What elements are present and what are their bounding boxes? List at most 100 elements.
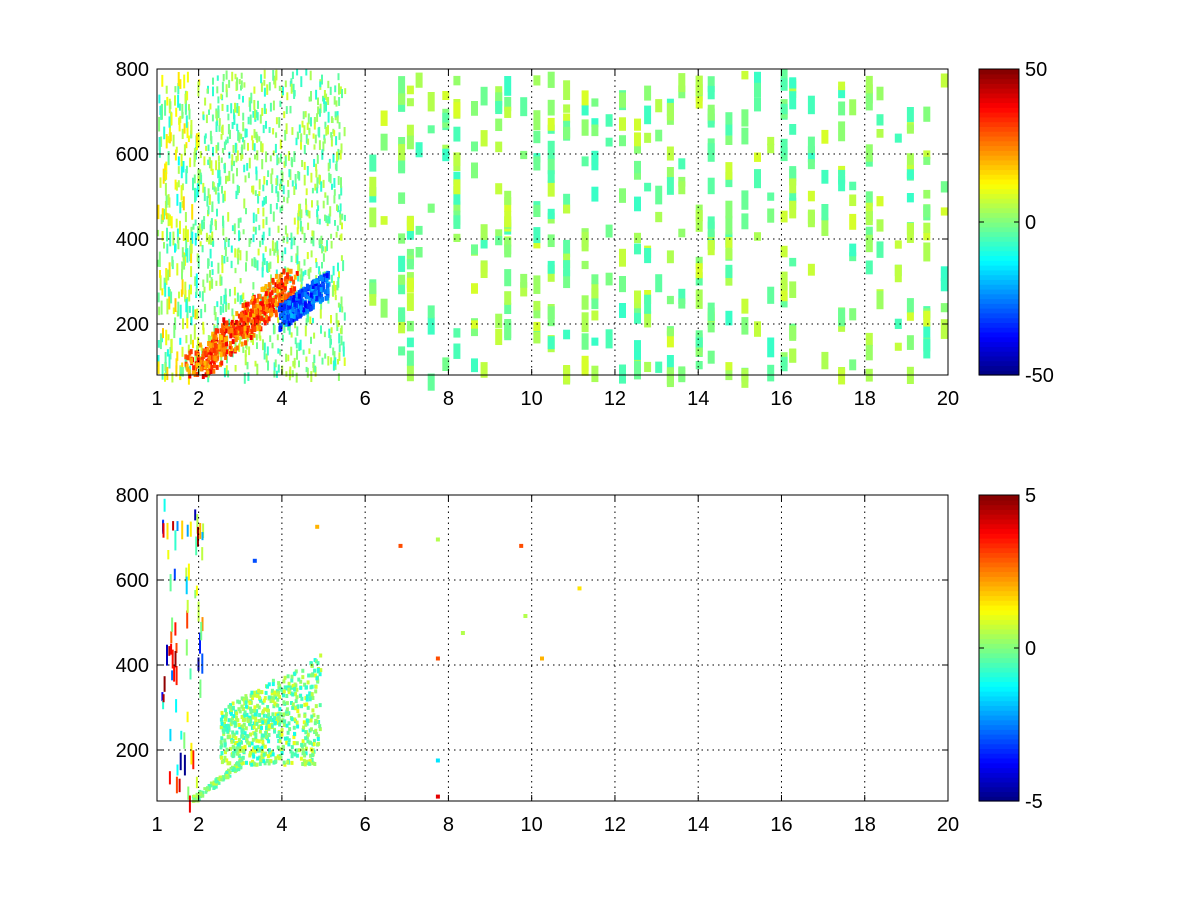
heatmap-cell [236, 167, 238, 177]
x-tick-label: 2 [193, 388, 204, 410]
heatmap-cell [300, 133, 303, 143]
heatmap-cell [398, 93, 406, 105]
heatmap-cell [170, 338, 173, 354]
x-tick-label: 18 [854, 388, 876, 410]
heatmap-cell [283, 304, 286, 310]
heatmap-cell [185, 298, 188, 313]
heatmap-cell [581, 105, 589, 116]
heatmap-cell [666, 146, 674, 161]
heatmap-cell [166, 298, 169, 315]
heatmap-cell [591, 150, 599, 171]
heatmap-cell [164, 182, 167, 196]
heatmap-cell [239, 295, 242, 305]
heatmap-cell [222, 215, 224, 227]
heatmap-cell [262, 759, 266, 764]
heatmap-cell [281, 250, 284, 261]
heatmap-cell [318, 238, 321, 245]
heatmap-cell [187, 563, 190, 581]
heatmap-cell [173, 665, 176, 682]
x-tick-label: 14 [687, 388, 709, 410]
heatmap-cell [223, 742, 227, 747]
heatmap-cell [170, 112, 173, 126]
heatmap-cell [169, 101, 172, 110]
heatmap-cell [547, 336, 555, 350]
heatmap-cell [219, 725, 223, 730]
heatmap-cell [243, 334, 247, 339]
heatmap-cell [339, 150, 342, 160]
colorbar-segment [979, 681, 1019, 687]
heatmap-cell [171, 670, 174, 681]
heatmap-cell [307, 761, 311, 766]
heatmap-cell [247, 116, 250, 125]
heatmap-cell [310, 663, 314, 668]
heatmap-cell [309, 70, 312, 81]
heatmap-cell [204, 303, 207, 313]
heatmap-cell [204, 790, 208, 794]
heatmap-cell [159, 270, 161, 278]
colorbar-segment [979, 604, 1019, 611]
colorbar-segment [979, 767, 1019, 773]
heatmap-cell [278, 686, 282, 691]
heatmap-cell [172, 307, 175, 315]
heatmap-cell [237, 738, 241, 742]
heatmap-cell [226, 175, 229, 182]
heatmap-cell [260, 745, 264, 750]
heatmap-cell [199, 241, 202, 247]
heatmap-cell [221, 775, 225, 779]
heatmap-cell [495, 313, 503, 328]
heatmap-cell [175, 358, 178, 369]
heatmap-cell [245, 262, 247, 272]
colorbar-segment [979, 590, 1019, 597]
heatmap-cell [340, 233, 343, 241]
heatmap-cell [533, 307, 541, 319]
heatmap-cell [563, 239, 571, 258]
heatmap-cell [267, 682, 271, 687]
heatmap-cell [203, 364, 207, 369]
heatmap-cell [311, 761, 315, 766]
heatmap-cell [406, 350, 414, 366]
heatmap-cell [495, 118, 503, 132]
heatmap-cell [316, 714, 320, 719]
heatmap-cell [179, 220, 181, 234]
heatmap-cell [201, 547, 204, 561]
heatmap-cell [256, 297, 260, 303]
heatmap-cell [252, 754, 256, 759]
heatmap-cell [297, 293, 301, 299]
heatmap-cell [520, 97, 528, 117]
heatmap-cell [398, 543, 403, 548]
colorbar-segment [979, 691, 1019, 697]
heatmap-cell [226, 776, 230, 780]
heatmap-cell [321, 357, 324, 365]
heatmap-cell [563, 80, 571, 100]
heatmap-cell [695, 361, 703, 370]
heatmap-cell [265, 758, 269, 763]
heatmap-cell [906, 124, 914, 134]
heatmap-cell [261, 143, 264, 153]
heatmap-cell [177, 301, 180, 317]
heatmap-cell [283, 675, 287, 680]
heatmap-cell [274, 695, 278, 700]
heatmap-cell [182, 161, 185, 173]
heatmap-cell [303, 742, 307, 747]
heatmap-cell [309, 718, 313, 723]
heatmap-cell [337, 302, 340, 308]
heatmap-cell [655, 361, 663, 373]
heatmap-cell [304, 730, 308, 735]
heatmap-cell [225, 84, 228, 93]
heatmap-cell [239, 217, 242, 223]
heatmap-cell [276, 249, 279, 258]
heatmap-cell [315, 163, 318, 171]
heatmap-cell [266, 720, 270, 725]
heatmap-cell [272, 150, 275, 156]
heatmap-cell [179, 337, 182, 345]
heatmap-cell [297, 264, 300, 274]
heatmap-cell [342, 341, 345, 352]
heatmap-cell [435, 656, 440, 661]
heatmap-cell [283, 284, 287, 290]
heatmap-cell [224, 355, 228, 360]
heatmap-cell [237, 320, 241, 326]
colorbar-segment [979, 331, 1019, 338]
heatmap-cell [644, 182, 652, 192]
heatmap-cell [234, 341, 237, 352]
heatmap-cell [923, 204, 931, 218]
